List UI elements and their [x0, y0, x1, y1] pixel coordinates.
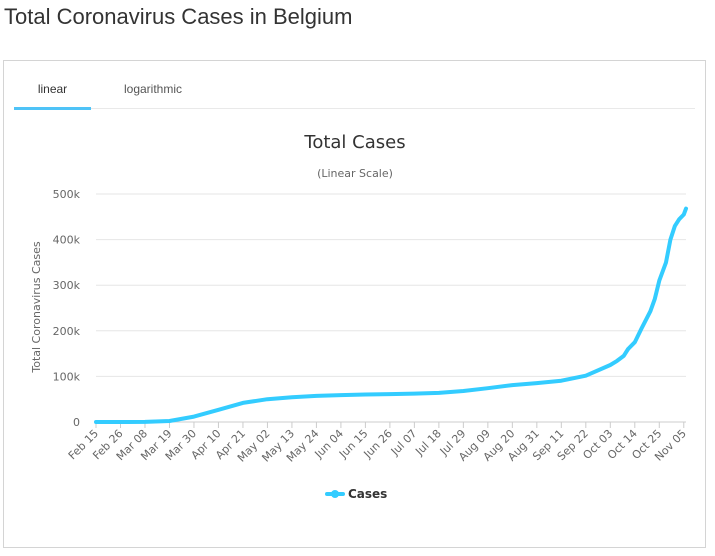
x-tick-label: Jul 07: [388, 427, 420, 459]
data-point: [290, 395, 294, 399]
data-point: [486, 386, 490, 390]
data-point: [192, 415, 196, 419]
data-point: [412, 392, 416, 396]
tab-logarithmic[interactable]: logarithmic: [107, 61, 199, 108]
y-axis-title: Total Coronavirus Cases: [30, 241, 43, 374]
data-point: [94, 420, 98, 424]
data-point: [339, 393, 343, 397]
data-point: [363, 393, 367, 396]
chart-title: Total Cases: [303, 132, 405, 153]
data-point: [664, 260, 668, 264]
data-point: [682, 213, 686, 216]
y-tick-label: 0: [73, 416, 80, 429]
data-point: [388, 392, 392, 396]
chart-panel: linear logarithmic Total Cases (Linear S…: [3, 60, 706, 548]
data-point: [673, 224, 677, 228]
data-point: [241, 401, 245, 405]
y-tick-label: 400k: [53, 234, 81, 247]
data-point: [657, 279, 661, 283]
tab-linear-label: linear: [37, 82, 68, 96]
data-point: [461, 389, 465, 393]
data-point: [668, 238, 672, 242]
legend-label-cases: Cases: [348, 487, 387, 501]
data-point: [677, 217, 681, 221]
data-point: [265, 397, 269, 401]
data-point: [437, 391, 441, 395]
scale-tabs: linear logarithmic: [14, 61, 695, 110]
series-layer: [94, 206, 688, 424]
y-tick-label: 100k: [53, 370, 81, 383]
data-point: [119, 420, 122, 424]
chart-subtitle: (Linear Scale): [317, 167, 393, 180]
y-tick-label: 500k: [53, 188, 81, 201]
y-tick-label: 200k: [53, 325, 81, 338]
data-point: [648, 309, 652, 313]
data-point: [622, 354, 626, 358]
data-point: [510, 383, 514, 387]
data-point: [584, 374, 588, 378]
data-point: [615, 359, 619, 363]
tab-linear[interactable]: linear: [14, 61, 91, 110]
series-line-cases: [94, 206, 688, 424]
tab-active-underline: [14, 107, 91, 110]
data-point: [653, 297, 657, 301]
data-point: [217, 408, 220, 412]
data-point: [633, 340, 637, 344]
data-point: [535, 381, 539, 385]
y-axis-ticks: 0 100k 200k 300k 400k 500k: [53, 188, 81, 429]
legend-marker-dot: [331, 490, 339, 498]
data-point: [608, 363, 612, 367]
legend[interactable]: Cases: [325, 487, 387, 501]
line-chart: Total Cases (Linear Scale) Total Coronav…: [30, 132, 689, 501]
data-point: [640, 327, 643, 330]
data-point: [314, 394, 318, 398]
y-tick-label: 300k: [53, 279, 81, 292]
x-tick-label: Jul 18: [412, 427, 444, 459]
data-point: [626, 347, 630, 351]
data-point: [684, 207, 688, 211]
tab-logarithmic-label: logarithmic: [123, 82, 183, 96]
data-point: [168, 419, 171, 423]
data-point: [559, 379, 563, 383]
grid-lines: [96, 193, 686, 423]
page-title: Total Coronavirus Cases in Belgium: [4, 4, 353, 29]
data-point: [143, 420, 147, 424]
